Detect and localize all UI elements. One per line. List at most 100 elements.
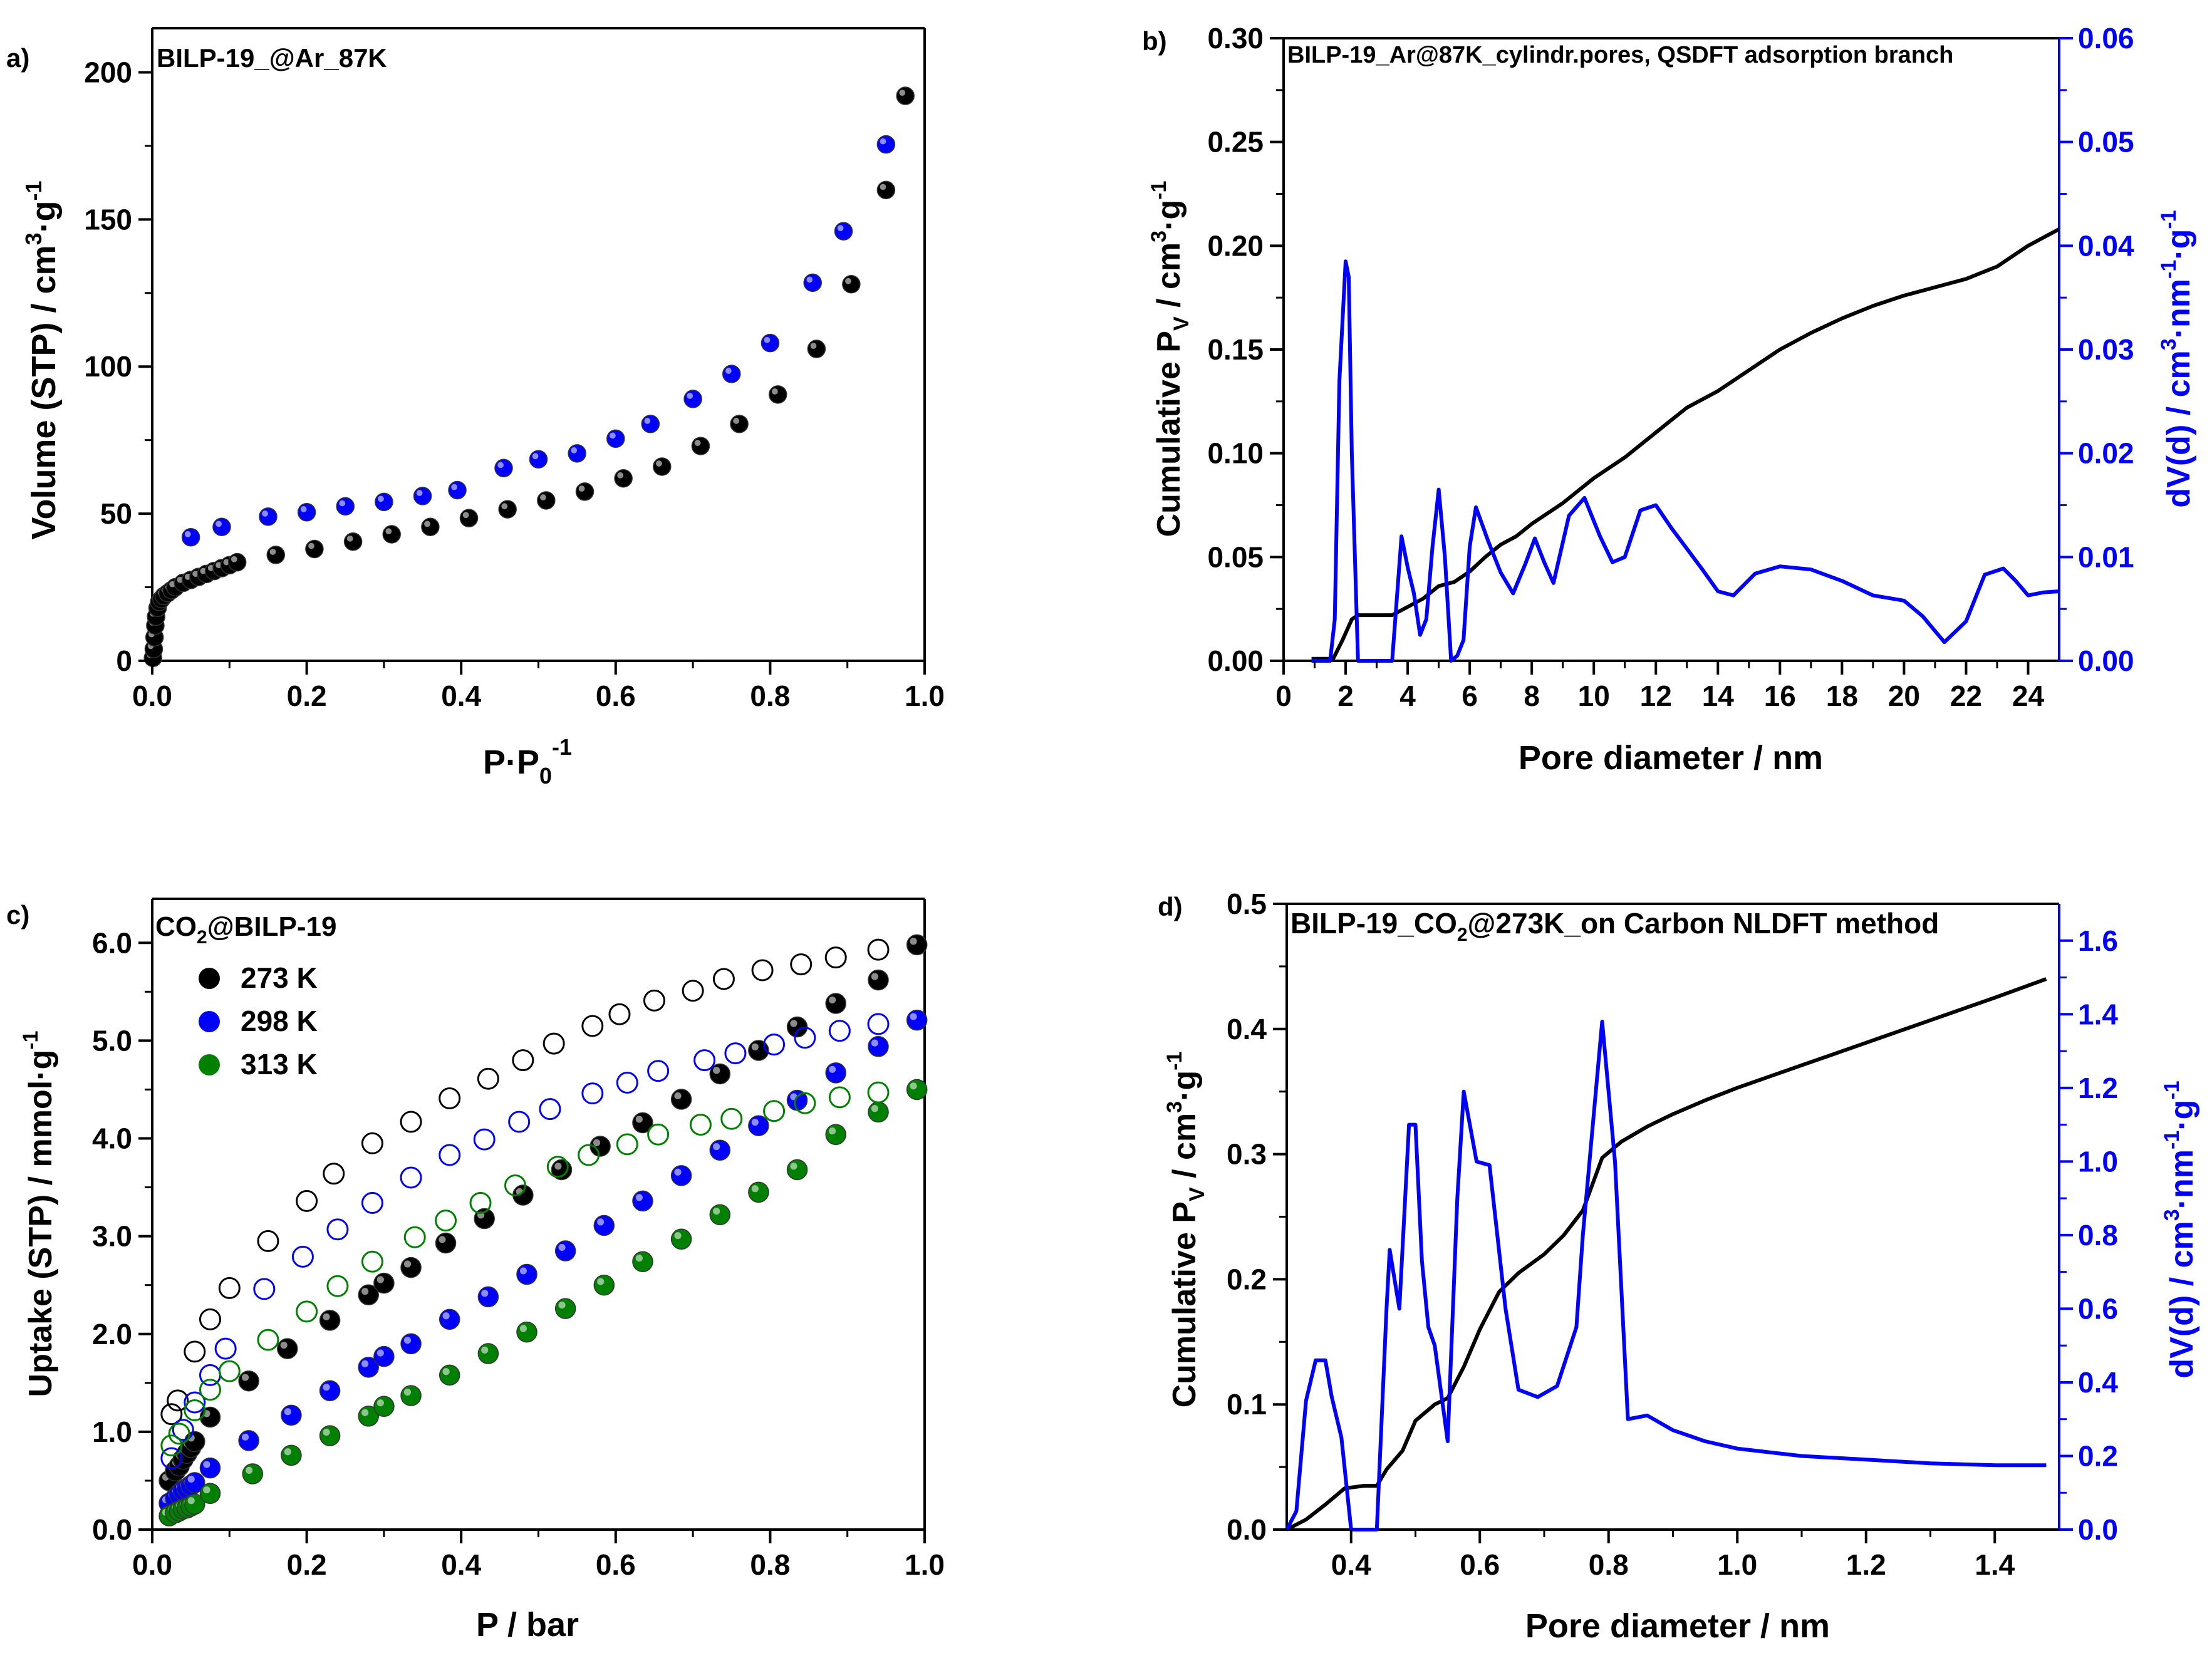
y-tick-label: 0.4 — [1227, 1013, 1267, 1045]
data-point — [554, 1298, 576, 1319]
data-point-highlight — [346, 535, 353, 542]
data-point-highlight — [880, 184, 886, 190]
series-line-dv — [1311, 259, 2060, 663]
data-point — [181, 527, 200, 547]
data-point — [512, 1049, 534, 1072]
data-point — [906, 1079, 928, 1101]
data-point-highlight — [223, 559, 230, 566]
data-point-highlight — [184, 574, 191, 580]
data-point — [504, 1174, 527, 1196]
data-point — [720, 1107, 743, 1130]
legend-label-313k: 313 K — [241, 1048, 318, 1080]
y-tick-label: 0.25 — [1207, 126, 1264, 158]
data-point — [400, 1385, 422, 1406]
data-point — [218, 1360, 241, 1382]
data-point-highlight — [880, 138, 886, 145]
data-point — [227, 552, 247, 572]
data-point — [184, 1340, 206, 1363]
data-point — [693, 1049, 716, 1072]
data-point — [581, 1082, 604, 1105]
data-point — [868, 1035, 889, 1057]
panel-c-title: CO2@BILP-19 — [155, 911, 336, 948]
data-point — [751, 959, 774, 982]
data-point-highlight — [269, 549, 276, 555]
data-point-highlight — [910, 1082, 917, 1090]
data-point — [373, 1345, 395, 1367]
data-point-highlight — [532, 453, 539, 460]
x-tick-label: 16 — [1764, 680, 1796, 712]
data-point-highlight — [361, 1288, 369, 1295]
panel-b-ticks: 0 2 4 6 8 10 12 14 16 18 20 22 240.000.050.100.150.2… — [1207, 22, 2134, 712]
data-point-highlight — [810, 343, 817, 350]
data-point — [172, 1419, 194, 1441]
data-point — [508, 1111, 531, 1133]
data-point — [790, 953, 813, 976]
panel-a-isotherm: a) BILP-19_@Ar_87K 0.0 0.2 0.4 0.6 0.8 1.0 0 50… — [6, 27, 945, 789]
data-point — [168, 1422, 190, 1445]
panel-d-title: BILP-19_CO2@273K_on Carbon NLDFT method — [1290, 907, 1939, 945]
y-tick-label: 0.1 — [1227, 1388, 1267, 1421]
data-point-highlight — [376, 1276, 384, 1283]
data-point-highlight — [871, 1039, 879, 1047]
data-point-highlight — [751, 1119, 759, 1126]
data-point — [868, 1101, 889, 1123]
data-point-highlight — [554, 1163, 562, 1170]
data-point-highlight — [829, 1065, 836, 1073]
data-point — [896, 86, 915, 105]
data-point-highlight — [635, 1116, 643, 1123]
y-right-tick-label: 0.0 — [2078, 1513, 2118, 1546]
data-point — [266, 546, 286, 564]
y-tick-label: 0 — [116, 645, 132, 677]
data-point — [477, 1343, 499, 1364]
data-point-highlight — [674, 1092, 682, 1100]
y-tick-label: 0.05 — [1207, 541, 1264, 573]
data-point — [867, 1013, 890, 1035]
y-tick-label: 0.10 — [1207, 437, 1264, 470]
data-point — [375, 492, 393, 512]
y-tick-label: 0.00 — [1207, 645, 1264, 677]
data-point-highlight — [416, 490, 423, 496]
data-point-highlight — [617, 472, 624, 479]
data-point — [578, 1144, 600, 1166]
panel-d-y-axis-title-left: Cumulative PV / cm3·g-1 — [1163, 1052, 1209, 1408]
data-point — [439, 1144, 461, 1166]
data-point-highlight — [635, 1255, 643, 1262]
data-point — [459, 509, 479, 527]
data-point — [748, 1181, 769, 1203]
data-point-highlight — [462, 512, 469, 519]
data-point — [361, 1132, 383, 1154]
data-point — [297, 503, 316, 522]
x-tick-label: 0.6 — [596, 1548, 636, 1581]
legend-marker-298k — [199, 1011, 220, 1032]
x-tick-label: 0.8 — [750, 680, 790, 712]
x-tick-label: 2 — [1337, 680, 1354, 712]
data-point — [448, 480, 467, 500]
data-point-highlight — [439, 1236, 446, 1243]
data-point — [494, 458, 513, 478]
data-point-highlight — [177, 576, 184, 583]
data-point — [373, 1396, 395, 1417]
panel-b-y-axis-title-left: Cumulative PV / cm3·g-1 — [1147, 181, 1193, 537]
data-point — [336, 497, 355, 516]
data-point — [413, 487, 432, 505]
y-right-tick-label: 0.02 — [2078, 437, 2134, 470]
x-tick-label: 0.6 — [1460, 1548, 1500, 1581]
x-tick-label: 1.2 — [1846, 1548, 1886, 1581]
data-point-highlight — [829, 1127, 836, 1135]
data-point — [682, 980, 704, 1002]
data-point-highlight — [910, 938, 917, 945]
data-point — [641, 415, 660, 433]
data-point — [469, 1192, 492, 1215]
panel-a-title: BILP-19_@Ar_87K — [157, 43, 387, 73]
data-point-highlight — [323, 1428, 330, 1436]
legend-label-273k: 273 K — [241, 961, 318, 994]
x-tick-label: 0.2 — [287, 680, 327, 712]
data-point-highlight — [246, 1466, 253, 1474]
data-point-highlight — [540, 494, 546, 500]
data-point — [824, 946, 847, 969]
data-point — [212, 517, 231, 537]
data-point-highlight — [169, 581, 175, 588]
y-tick-label: 4.0 — [92, 1122, 132, 1155]
panel-d-x-axis-title: Pore diameter / nm — [1525, 1607, 1830, 1645]
data-point — [748, 1115, 769, 1136]
